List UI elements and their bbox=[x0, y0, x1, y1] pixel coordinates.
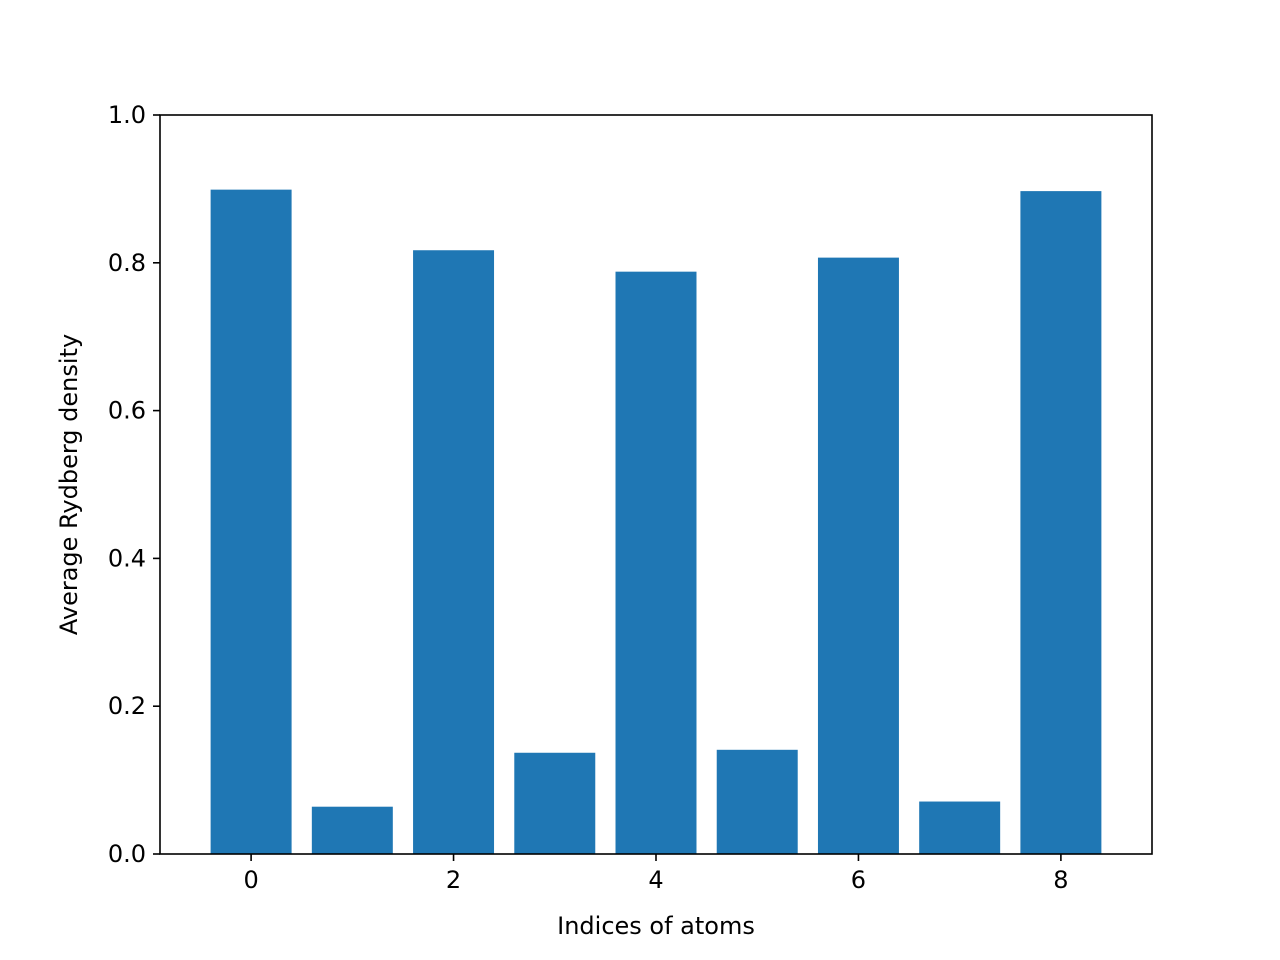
bar-atom-4 bbox=[615, 271, 697, 855]
y-tick-label: 1.0 bbox=[108, 101, 146, 129]
y-tick-label: 0.4 bbox=[108, 544, 146, 572]
x-axis-label: Indices of atoms bbox=[557, 912, 755, 940]
bar-atom-8 bbox=[1020, 191, 1102, 854]
y-tick-label: 0.2 bbox=[108, 692, 146, 720]
y-axis-label: Average Rydberg density bbox=[55, 334, 83, 635]
y-tick-label: 0.6 bbox=[108, 397, 146, 425]
bar-atom-7 bbox=[919, 801, 1001, 854]
bar-atom-5 bbox=[716, 749, 798, 854]
bar-atom-6 bbox=[817, 257, 899, 854]
bar-atom-2 bbox=[413, 250, 495, 854]
y-tick-label: 0.0 bbox=[108, 840, 146, 868]
x-tick-label: 6 bbox=[851, 866, 866, 894]
y-tick-label: 0.8 bbox=[108, 249, 146, 277]
x-tick-label: 2 bbox=[446, 866, 461, 894]
x-tick-label: 8 bbox=[1053, 866, 1068, 894]
bar-atom-3 bbox=[514, 752, 596, 854]
x-tick-label: 0 bbox=[243, 866, 258, 894]
x-tick-label: 4 bbox=[648, 866, 663, 894]
plot-frame bbox=[159, 114, 1153, 855]
bars-group bbox=[210, 189, 1102, 855]
x-axis-ticks: 0 2 4 6 8 bbox=[243, 854, 1069, 894]
bar-atom-0 bbox=[210, 189, 292, 854]
bar-atom-1 bbox=[311, 806, 393, 854]
y-axis-ticks: 0.0 0.2 0.4 0.6 0.8 1.0 bbox=[108, 101, 160, 868]
